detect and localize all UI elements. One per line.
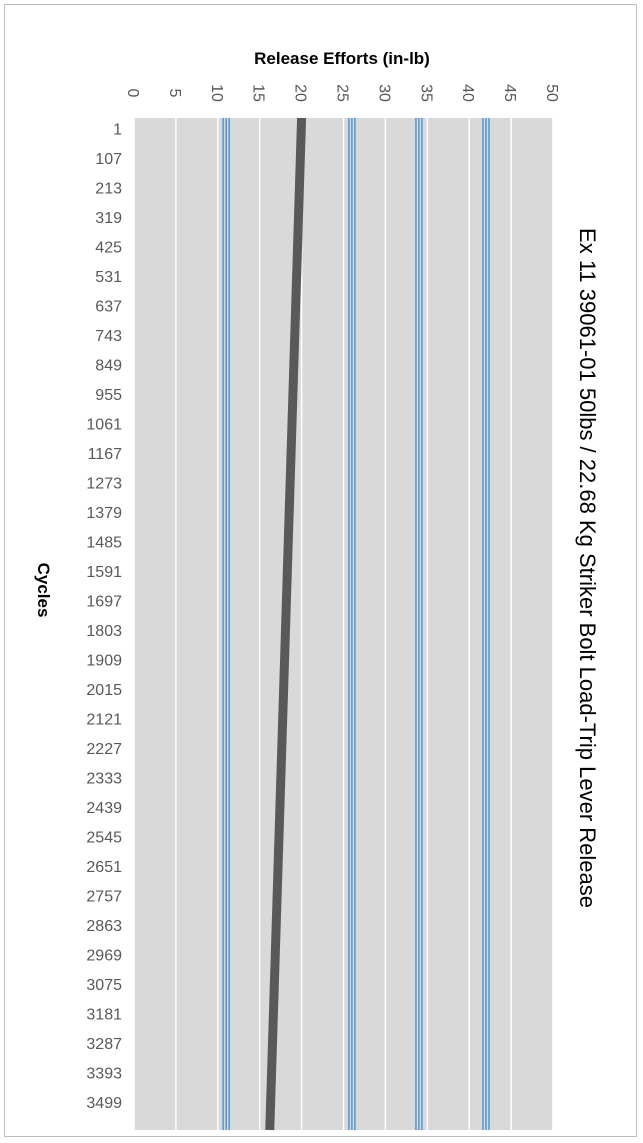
value-tick-label: 20 (292, 84, 309, 102)
category-tick-label: 213 (95, 181, 122, 198)
category-tick-label: 1803 (86, 623, 122, 640)
category-tick-label: 849 (95, 358, 122, 375)
value-tick-label: 45 (501, 84, 518, 102)
value-tick-label: 10 (208, 84, 225, 102)
category-tick-label: 3499 (86, 1095, 122, 1112)
category-tick-label: 2015 (86, 682, 122, 699)
category-tick-label: 1485 (86, 535, 122, 552)
category-tick-label: 2651 (86, 859, 122, 876)
category-tick-label: 1591 (86, 564, 122, 581)
value-tick-label: 5 (166, 89, 183, 98)
gridlines (133, 118, 554, 1130)
category-tick-label: 2121 (86, 712, 122, 729)
category-axis-title: Cycles (34, 563, 53, 618)
category-tick-label: 3393 (86, 1066, 122, 1083)
category-tick-label: 1379 (86, 505, 122, 522)
category-tick-label: 955 (95, 387, 122, 404)
value-tick-label: 15 (250, 84, 267, 102)
category-tick-label: 2757 (86, 889, 122, 906)
value-tick-label: 35 (417, 84, 434, 102)
reference-line (482, 118, 490, 1130)
category-tick-label: 319 (95, 210, 122, 227)
category-tick-label: 2545 (86, 830, 122, 847)
category-tick-label: 637 (95, 299, 122, 316)
reference-line (222, 118, 230, 1130)
value-tick-label: 0 (124, 89, 141, 98)
category-tick-label: 2863 (86, 918, 122, 935)
category-tick-label: 1167 (88, 446, 123, 463)
category-tick-label: 3287 (86, 1036, 122, 1053)
value-tick-labels: 0 5 10 15 20 25 30 35 40 45 50 (124, 84, 560, 102)
category-tick-label: 1273 (86, 476, 122, 493)
category-tick-labels: 1 107 213 319 425 531 637 743 849 955 1061 1167 1273… (86, 122, 122, 1113)
series-layer (265, 117, 307, 1131)
category-tick-label: 1 (113, 122, 122, 139)
category-tick-label: 2227 (86, 741, 122, 758)
category-tick-label: 3181 (86, 1007, 122, 1024)
value-tick-label: 50 (543, 84, 560, 102)
category-tick-label: 107 (95, 151, 122, 168)
category-tick-label: 1061 (86, 417, 122, 434)
value-tick-label: 30 (375, 84, 392, 102)
category-tick-label: 2333 (86, 771, 122, 788)
category-tick-label: 2439 (86, 800, 122, 817)
category-tick-label: 425 (95, 240, 122, 257)
category-tick-label: 2969 (86, 948, 122, 965)
value-tick-label: 25 (334, 84, 351, 102)
category-tick-label: 3075 (86, 977, 122, 994)
category-tick-label: 743 (95, 328, 122, 345)
value-axis-title: Release Efforts (in-lb) (254, 49, 430, 68)
category-tick-label: 1697 (86, 594, 122, 611)
reference-line (415, 118, 423, 1130)
category-tick-label: 1909 (86, 653, 122, 670)
reference-lines (222, 118, 490, 1130)
category-tick-label: 531 (95, 269, 122, 286)
reference-line (348, 118, 356, 1130)
chart-title: Ex 11 39061-01 50lbs / 22.68 Kg Striker … (575, 228, 600, 908)
series-line (265, 117, 307, 1131)
value-tick-label: 40 (459, 84, 476, 102)
